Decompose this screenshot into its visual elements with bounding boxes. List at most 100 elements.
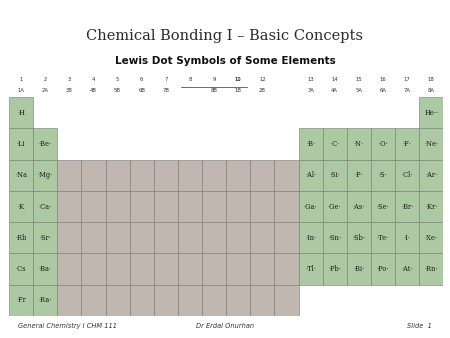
Text: ·Po·: ·Po· <box>377 265 389 273</box>
Bar <box>323 222 347 254</box>
Text: ·Sn·: ·Sn· <box>328 234 341 242</box>
Bar <box>395 160 419 191</box>
Bar <box>202 160 226 191</box>
Text: ·Pb·: ·Pb· <box>328 265 341 273</box>
Bar <box>250 222 274 254</box>
Text: 14: 14 <box>331 77 338 82</box>
Bar <box>105 285 130 316</box>
Bar <box>371 191 395 222</box>
Bar <box>347 222 371 254</box>
Bar <box>154 254 178 285</box>
Bar <box>226 254 250 285</box>
Bar <box>9 285 33 316</box>
Bar <box>81 254 105 285</box>
Bar <box>57 160 81 191</box>
Bar <box>323 191 347 222</box>
Text: ·Ne·: ·Ne· <box>424 140 438 148</box>
Text: 4B: 4B <box>90 88 97 93</box>
Bar <box>57 254 81 285</box>
Bar <box>33 254 57 285</box>
Bar <box>57 222 81 254</box>
Bar <box>130 160 154 191</box>
Bar <box>81 160 105 191</box>
Text: ·N·: ·N· <box>354 140 364 148</box>
Bar <box>323 128 347 160</box>
Text: 6B: 6B <box>138 88 145 93</box>
Text: ·Ra·: ·Ra· <box>39 296 52 305</box>
Text: 12: 12 <box>259 77 266 82</box>
Bar <box>395 222 419 254</box>
Text: ·Na: ·Na <box>15 171 27 179</box>
Text: ·In·: ·In· <box>305 234 316 242</box>
Bar <box>9 254 33 285</box>
Text: 3: 3 <box>68 77 71 82</box>
Bar <box>250 160 274 191</box>
Text: 7: 7 <box>164 77 167 82</box>
Bar <box>419 97 443 128</box>
Text: General Chemistry I CHM 111: General Chemistry I CHM 111 <box>18 323 117 329</box>
Bar <box>154 285 178 316</box>
Bar <box>178 285 202 316</box>
Text: ·At·: ·At· <box>401 265 413 273</box>
Bar <box>9 128 33 160</box>
Text: 6A: 6A <box>379 88 387 93</box>
Text: 13: 13 <box>307 77 314 82</box>
Bar <box>154 191 178 222</box>
Text: 15: 15 <box>356 77 362 82</box>
Text: ·B·: ·B· <box>306 140 315 148</box>
Bar <box>81 222 105 254</box>
Text: 9: 9 <box>212 77 216 82</box>
Text: 5A: 5A <box>356 88 362 93</box>
Bar <box>33 128 57 160</box>
Text: 1: 1 <box>19 77 23 82</box>
Bar <box>9 160 33 191</box>
Bar <box>154 160 178 191</box>
Text: ·Be·: ·Be· <box>39 140 52 148</box>
Bar <box>81 191 105 222</box>
Bar <box>419 222 443 254</box>
Bar <box>250 191 274 222</box>
Text: ·Fr: ·Fr <box>16 296 26 305</box>
Text: 8B: 8B <box>211 88 217 93</box>
Bar <box>419 254 443 285</box>
Text: 7B: 7B <box>162 88 169 93</box>
Text: ·K: ·K <box>18 202 25 211</box>
Text: Lewis Dot Symbols of Some Elements: Lewis Dot Symbols of Some Elements <box>115 55 335 66</box>
Text: ·Rn·: ·Rn· <box>424 265 438 273</box>
Text: ·Rb: ·Rb <box>15 234 27 242</box>
Bar <box>202 222 226 254</box>
Bar <box>33 222 57 254</box>
Text: ·Br·: ·Br· <box>401 202 413 211</box>
Bar <box>81 285 105 316</box>
Text: ·Ca·: ·Ca· <box>39 202 52 211</box>
Text: ·O·: ·O· <box>378 140 388 148</box>
Text: ·Tl·: ·Tl· <box>305 265 316 273</box>
Text: 1A: 1A <box>18 88 25 93</box>
Bar <box>371 254 395 285</box>
Bar <box>130 254 154 285</box>
Bar <box>395 128 419 160</box>
Text: 11: 11 <box>235 77 242 82</box>
Text: ·H: ·H <box>17 108 25 117</box>
Bar <box>9 191 33 222</box>
Bar <box>105 222 130 254</box>
Text: 2: 2 <box>44 77 47 82</box>
Bar <box>250 254 274 285</box>
Text: ·Cl·: ·Cl· <box>401 171 413 179</box>
Bar <box>323 254 347 285</box>
Bar <box>347 254 371 285</box>
Bar <box>274 254 298 285</box>
Bar <box>57 191 81 222</box>
Bar <box>371 222 395 254</box>
Bar <box>33 191 57 222</box>
Text: 4: 4 <box>92 77 95 82</box>
Text: ·F·: ·F· <box>403 140 411 148</box>
Text: 2A: 2A <box>42 88 49 93</box>
Bar <box>178 191 202 222</box>
Text: 1B: 1B <box>235 88 242 93</box>
Bar <box>226 191 250 222</box>
Text: ·Sb·: ·Sb· <box>352 234 365 242</box>
Text: ·Cs: ·Cs <box>16 265 26 273</box>
Bar <box>250 285 274 316</box>
Text: 7A: 7A <box>404 88 410 93</box>
